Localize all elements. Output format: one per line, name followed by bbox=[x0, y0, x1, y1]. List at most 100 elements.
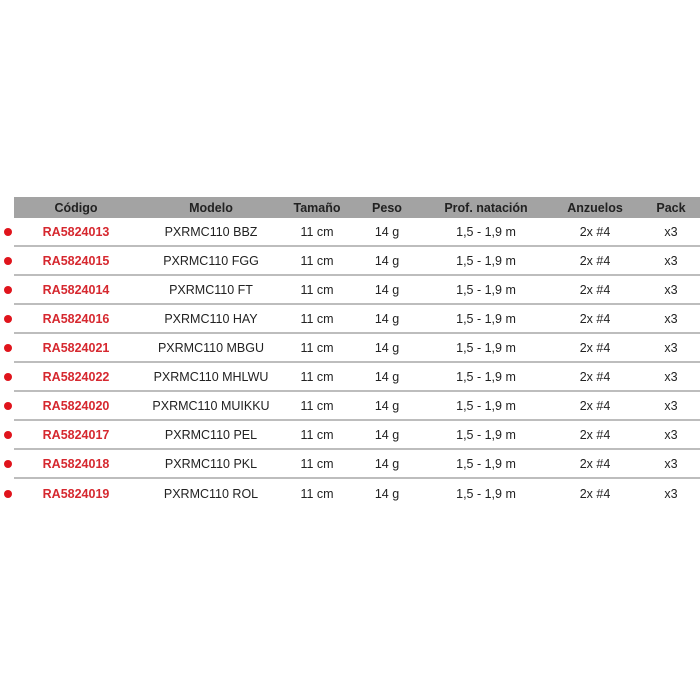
cell-tamano: 11 cm bbox=[300, 253, 334, 268]
cell-peso: 14 g bbox=[374, 398, 400, 413]
cell-modelo: PXRMC110 PEL bbox=[164, 427, 258, 442]
bullet-icon bbox=[4, 285, 12, 294]
cell-prof-natacion: 1,5 - 1,9 m bbox=[456, 427, 516, 442]
cell-anzuelos: 2x #4 bbox=[579, 427, 611, 442]
cell-peso: 14 g bbox=[374, 253, 400, 268]
cell-prof-natacion: 1,5 - 1,9 m bbox=[456, 456, 516, 471]
cell-codigo: RA5824020 bbox=[42, 398, 110, 413]
table-row: RA5824016 PXRMC110 HAY 11 cm 14 g 1,5 - 1,9 … bbox=[4, 305, 700, 334]
cell-codigo: RA5824018 bbox=[42, 456, 110, 471]
cell-anzuelos: 2x #4 bbox=[579, 398, 611, 413]
cell-pack: x3 bbox=[664, 311, 678, 326]
cell-prof-natacion: 1,5 - 1,9 m bbox=[456, 486, 516, 501]
cell-codigo: RA5824014 bbox=[42, 282, 110, 297]
table-body: RA5824013 PXRMC110 BBZ 11 cm 14 g 1,5 - 1,9 … bbox=[0, 218, 700, 508]
bullet-icon bbox=[4, 314, 12, 323]
header-modelo: Modelo bbox=[189, 200, 233, 215]
cell-codigo: RA5824017 bbox=[42, 427, 110, 442]
header-codigo: Código bbox=[54, 200, 98, 215]
table-row: RA5824018 PXRMC110 PKL 11 cm 14 g 1,5 - 1,9 … bbox=[4, 450, 700, 479]
bullet-icon bbox=[4, 372, 12, 381]
cell-prof-natacion: 1,5 - 1,9 m bbox=[456, 282, 516, 297]
cell-codigo: RA5824013 bbox=[42, 224, 110, 239]
cell-anzuelos: 2x #4 bbox=[579, 224, 611, 239]
cell-prof-natacion: 1,5 - 1,9 m bbox=[456, 224, 516, 239]
cell-peso: 14 g bbox=[374, 456, 400, 471]
cell-prof-natacion: 1,5 - 1,9 m bbox=[456, 253, 516, 268]
header-tamano: Tamaño bbox=[293, 200, 341, 215]
cell-pack: x3 bbox=[664, 282, 678, 297]
cell-prof-natacion: 1,5 - 1,9 m bbox=[456, 340, 516, 355]
cell-prof-natacion: 1,5 - 1,9 m bbox=[456, 369, 516, 384]
product-table: Código Modelo Tamaño Peso Prof. natación… bbox=[0, 197, 700, 508]
cell-modelo: PXRMC110 ROL bbox=[163, 486, 259, 501]
cell-pack: x3 bbox=[664, 369, 678, 384]
cell-peso: 14 g bbox=[374, 311, 400, 326]
cell-anzuelos: 2x #4 bbox=[579, 253, 611, 268]
table-row: RA5824022 PXRMC110 MHLWU 11 cm 14 g 1,5 - 1,… bbox=[4, 363, 700, 392]
header-peso: Peso bbox=[372, 200, 402, 215]
cell-anzuelos: 2x #4 bbox=[579, 340, 611, 355]
cell-tamano: 11 cm bbox=[300, 369, 334, 384]
table-row: RA5824013 PXRMC110 BBZ 11 cm 14 g 1,5 - 1,9 … bbox=[4, 218, 700, 247]
cell-tamano: 11 cm bbox=[300, 427, 334, 442]
cell-pack: x3 bbox=[664, 427, 678, 442]
cell-codigo: RA5824015 bbox=[42, 253, 110, 268]
header-anzuelos: Anzuelos bbox=[567, 200, 623, 215]
cell-codigo: RA5824021 bbox=[42, 340, 110, 355]
header-pack: Pack bbox=[656, 200, 686, 215]
cell-codigo: RA5824022 bbox=[42, 369, 110, 384]
table-row: RA5824015 PXRMC110 FGG 11 cm 14 g 1,5 - 1,9 … bbox=[4, 247, 700, 276]
cell-modelo: PXRMC110 FGG bbox=[163, 253, 259, 268]
bullet-icon bbox=[4, 227, 12, 236]
cell-peso: 14 g bbox=[374, 486, 400, 501]
bullet-icon bbox=[4, 430, 12, 439]
cell-tamano: 11 cm bbox=[300, 340, 334, 355]
cell-prof-natacion: 1,5 - 1,9 m bbox=[456, 398, 516, 413]
bullet-icon bbox=[4, 343, 12, 352]
cell-tamano: 11 cm bbox=[300, 398, 334, 413]
cell-anzuelos: 2x #4 bbox=[579, 369, 611, 384]
table-row: RA5824017 PXRMC110 PEL 11 cm 14 g 1,5 - 1,9 … bbox=[4, 421, 700, 450]
cell-pack: x3 bbox=[664, 486, 678, 501]
header-prof-natacion: Prof. natación bbox=[444, 200, 528, 215]
cell-peso: 14 g bbox=[374, 340, 400, 355]
cell-anzuelos: 2x #4 bbox=[579, 311, 611, 326]
table-row: RA5824014 PXRMC110 FT 11 cm 14 g 1,5 - 1,9 m… bbox=[4, 276, 700, 305]
cell-peso: 14 g bbox=[374, 427, 400, 442]
bullet-icon bbox=[4, 489, 12, 498]
cell-prof-natacion: 1,5 - 1,9 m bbox=[456, 311, 516, 326]
table-row: RA5824021 PXRMC110 MBGU 11 cm 14 g 1,5 - 1,9… bbox=[4, 334, 700, 363]
cell-pack: x3 bbox=[664, 456, 678, 471]
cell-modelo: PXRMC110 MBGU bbox=[157, 340, 265, 355]
table-row: RA5824020 PXRMC110 MUIKKU 11 cm 14 g 1,5 - 1… bbox=[4, 392, 700, 421]
cell-tamano: 11 cm bbox=[300, 224, 334, 239]
table-header: Código Modelo Tamaño Peso Prof. natación… bbox=[14, 197, 700, 218]
bullet-icon bbox=[4, 401, 12, 410]
cell-pack: x3 bbox=[664, 253, 678, 268]
cell-modelo: PXRMC110 HAY bbox=[164, 311, 258, 326]
cell-tamano: 11 cm bbox=[300, 456, 334, 471]
cell-modelo: PXRMC110 PKL bbox=[164, 456, 258, 471]
cell-peso: 14 g bbox=[374, 224, 400, 239]
cell-modelo: PXRMC110 BBZ bbox=[164, 224, 258, 239]
cell-peso: 14 g bbox=[374, 369, 400, 384]
cell-tamano: 11 cm bbox=[300, 486, 334, 501]
table-row: RA5824019 PXRMC110 ROL 11 cm 14 g 1,5 - 1,9 … bbox=[4, 479, 700, 508]
cell-anzuelos: 2x #4 bbox=[579, 282, 611, 297]
cell-modelo: PXRMC110 MUIKKU bbox=[152, 398, 270, 413]
cell-pack: x3 bbox=[664, 398, 678, 413]
cell-peso: 14 g bbox=[374, 282, 400, 297]
cell-codigo: RA5824016 bbox=[42, 311, 110, 326]
cell-pack: x3 bbox=[664, 224, 678, 239]
bullet-icon bbox=[4, 459, 12, 468]
cell-anzuelos: 2x #4 bbox=[579, 456, 611, 471]
cell-pack: x3 bbox=[664, 340, 678, 355]
cell-modelo: PXRMC110 FT bbox=[169, 282, 253, 297]
cell-anzuelos: 2x #4 bbox=[579, 486, 611, 501]
bullet-icon bbox=[4, 256, 12, 265]
cell-tamano: 11 cm bbox=[300, 311, 334, 326]
cell-modelo: PXRMC110 MHLWU bbox=[153, 369, 269, 384]
cell-codigo: RA5824019 bbox=[42, 486, 110, 501]
cell-tamano: 11 cm bbox=[300, 282, 334, 297]
